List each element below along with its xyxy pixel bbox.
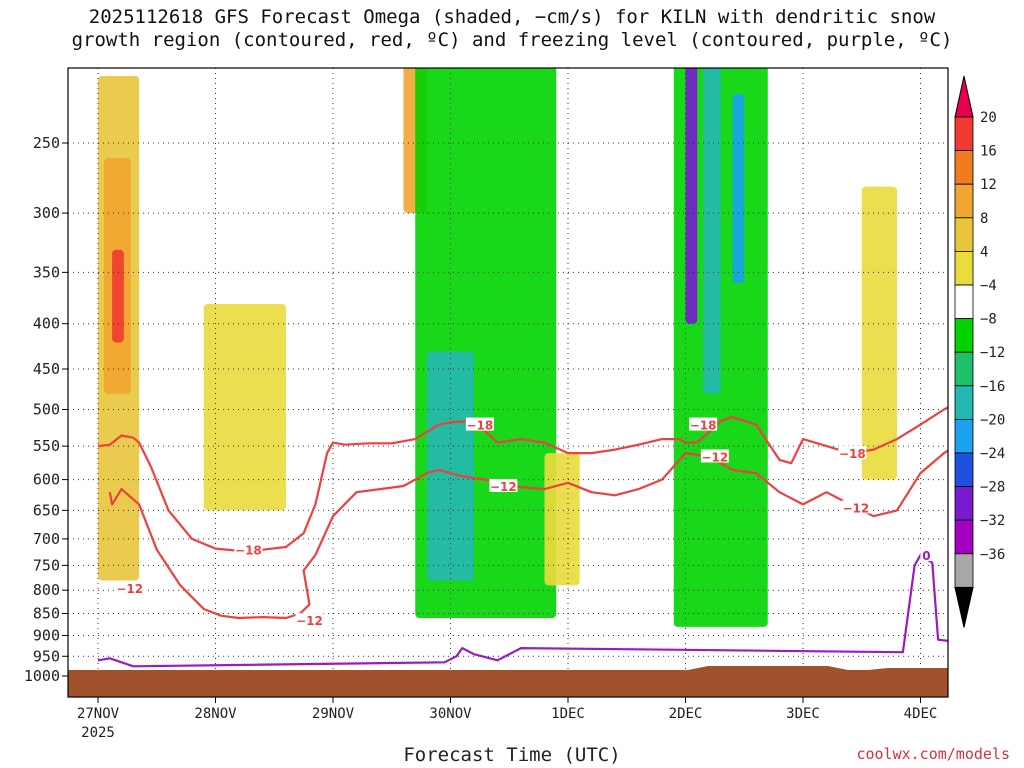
ytick-label-850: 850 — [33, 605, 60, 623]
colorbar-label-1: 16 — [980, 144, 997, 160]
gridlines — [68, 68, 948, 697]
omega-region-12 — [544, 453, 580, 586]
colorbar-segment-8 — [954, 351, 974, 387]
ytick-label-550: 550 — [33, 437, 60, 455]
colorbar-label-12: −32 — [980, 513, 1005, 529]
xtick-label-27NOV: 27NOV — [77, 706, 120, 722]
colorbar-segment-11 — [954, 452, 974, 487]
contour-label-7: −12 — [701, 450, 728, 464]
colorbar-segment-12 — [954, 486, 974, 521]
contour-labels: −18 −18 −18 −18 −12 −12 −12 −12 −12 0 — [115, 417, 933, 628]
ytick-label-250: 250 — [33, 134, 60, 152]
colorbar-segment-9 — [954, 385, 974, 420]
ytick-label-800: 800 — [33, 581, 60, 599]
contour-label-bg-5 — [295, 613, 324, 627]
colorbar-label-13: −36 — [980, 547, 1005, 563]
omega-region-11 — [861, 186, 897, 480]
contour-label-bg-0 — [234, 542, 263, 556]
contour-label-1: −18 — [466, 419, 493, 433]
ground-fill — [68, 666, 948, 697]
contour-label-bg-9 — [920, 548, 933, 562]
colorbar-segment-5 — [954, 250, 974, 286]
contour-label-5: −12 — [296, 614, 323, 628]
chart-title-line-1: 2025112618 GFS Forecast Omega (shaded, −… — [88, 6, 936, 28]
colorbar-label-8: −16 — [980, 379, 1005, 395]
omega-region-9 — [703, 68, 721, 394]
ytick-label-650: 650 — [33, 501, 60, 519]
xtick-label-29NOV: 29NOV — [312, 706, 355, 722]
colorbar-label-7: −12 — [980, 345, 1005, 361]
omega-region-3 — [203, 303, 286, 511]
x-axis-title: Forecast Time (UTC) — [403, 744, 621, 766]
omega-region-2 — [112, 249, 124, 343]
contour-dgz-upper-18C — [97, 406, 948, 552]
x-axis: 27NOV 28NOV 29NOV 30NOV 1DEC 2DEC 3DEC 4DEC 2025 — [77, 697, 937, 741]
ytick-label-400: 400 — [33, 315, 60, 333]
xtick-year-label: 2025 — [81, 725, 115, 741]
ytick-label-700: 700 — [33, 530, 60, 548]
contour-label-0: −18 — [235, 544, 262, 558]
ytick-label-450: 450 — [33, 360, 60, 378]
colorbar-segment-6 — [954, 284, 974, 319]
contour-label-3: −18 — [839, 447, 866, 461]
ytick-label-950: 950 — [33, 647, 60, 665]
ytick-label-300: 300 — [33, 204, 60, 222]
colorbar-segment-4 — [954, 217, 974, 252]
xtick-label-2DEC: 2DEC — [669, 706, 703, 722]
plot-frame — [67, 67, 949, 698]
xtick-label-4DEC: 4DEC — [904, 706, 938, 722]
contour-label-2: −18 — [690, 419, 717, 433]
xtick-label-28NOV: 28NOV — [194, 706, 237, 722]
contour-label-bg-1 — [465, 417, 494, 431]
ground — [68, 666, 948, 697]
contour-label-bg-8 — [841, 500, 870, 514]
contour-label-6: −12 — [490, 480, 517, 494]
colorbar-label-3: 8 — [980, 211, 988, 227]
colorbar-segment-13 — [954, 519, 974, 555]
ytick-label-1000: 1000 — [24, 667, 60, 685]
colorbar-segment-7 — [954, 318, 974, 353]
colorbar-label-4: 4 — [980, 244, 988, 260]
colorbar-segment-2 — [954, 150, 974, 185]
ytick-label-600: 600 — [33, 471, 60, 489]
contour-label-9: 0 — [922, 549, 930, 563]
contour-label-bg-6 — [489, 478, 518, 492]
colorbar-bottom-arrow — [954, 586, 974, 628]
xtick-label-30NOV: 30NOV — [429, 706, 472, 722]
ytick-label-900: 900 — [33, 626, 60, 644]
ytick-label-500: 500 — [33, 401, 60, 419]
contour-label-bg-4 — [115, 580, 144, 594]
chart-title-line-2: growth region (contoured, red, ºC) and f… — [71, 29, 953, 51]
contour-dgz-lower-12C — [108, 449, 948, 620]
colorbar-label-6: −8 — [980, 312, 997, 328]
colorbar-top-arrow — [954, 75, 974, 118]
colorbar-segment-3 — [954, 183, 974, 219]
credit-link[interactable]: coolwx.com/models — [856, 745, 1010, 763]
contour-label-bg-2 — [689, 417, 718, 431]
colorbar: 20 16 12 8 4 −4 −8 −12 −16 −20 −24 −28 −32 −36 — [954, 75, 1005, 628]
omega-region-8 — [685, 68, 698, 324]
contour-label-bg-7 — [700, 449, 729, 463]
colorbar-label-5: −4 — [980, 278, 997, 294]
omega-region-10 — [732, 93, 745, 284]
omega-region-6 — [427, 351, 474, 581]
y-axis: 250 300 350 400 450 500 550 600 650 700 750 800 850 9… — [24, 134, 68, 685]
colorbar-label-9: −20 — [980, 412, 1005, 428]
colorbar-label-2: 12 — [980, 177, 997, 193]
ytick-label-750: 750 — [33, 556, 60, 574]
colorbar-segment-1 — [954, 116, 974, 151]
colorbar-label-11: −28 — [980, 480, 1005, 496]
colorbar-segment-10 — [954, 418, 974, 454]
ytick-label-350: 350 — [33, 263, 60, 281]
xtick-label-1DEC: 1DEC — [551, 706, 585, 722]
colorbar-segment-14 — [954, 553, 974, 588]
omega-shading — [98, 68, 897, 627]
xtick-label-3DEC: 3DEC — [786, 706, 820, 722]
contour-label-bg-3 — [838, 446, 867, 460]
contour-label-8: −12 — [842, 501, 869, 515]
contour-label-4: −12 — [116, 582, 143, 596]
colorbar-label-0: 20 — [980, 110, 997, 126]
colorbar-label-10: −24 — [980, 446, 1005, 462]
